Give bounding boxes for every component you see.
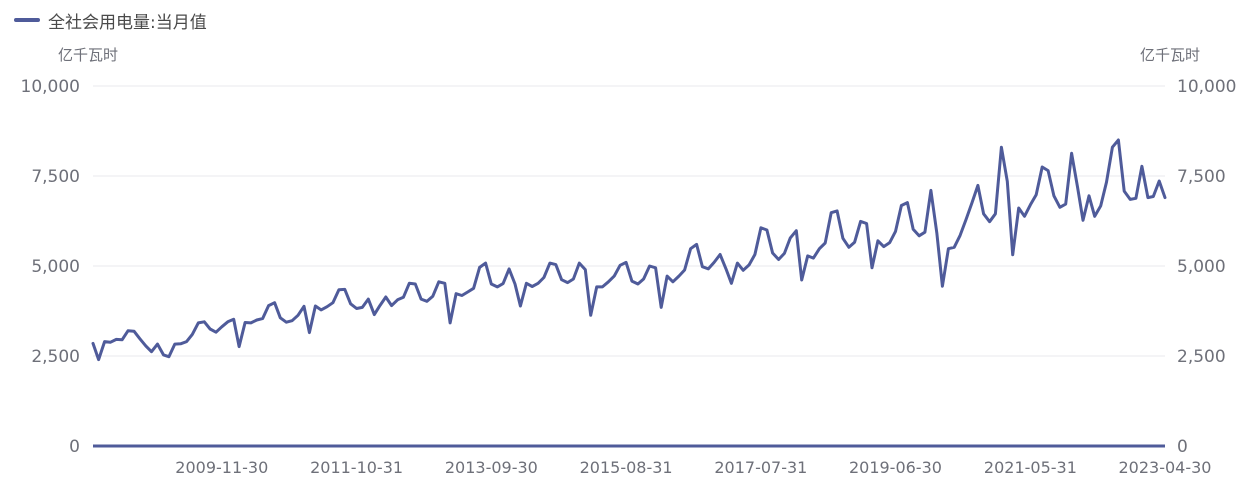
grid-lines bbox=[93, 85, 1165, 357]
x-tick-label: 2019-06-30 bbox=[849, 458, 942, 477]
y-tick-label-left: 10,000 bbox=[21, 77, 80, 97]
legend-swatch bbox=[14, 18, 40, 22]
x-tick-label: 2009-11-30 bbox=[175, 458, 268, 477]
y-unit-right: 亿千瓦时 bbox=[1140, 46, 1200, 64]
y-tick-label-left: 0 bbox=[69, 437, 80, 457]
legend-label: 全社会用电量:当月值 bbox=[48, 12, 207, 33]
legend[interactable]: 全社会用电量:当月值 bbox=[14, 8, 207, 33]
x-tick-label: 2017-07-31 bbox=[714, 458, 807, 477]
y-unit-left: 亿千瓦时 bbox=[58, 46, 118, 64]
x-tick-label: 2023-04-30 bbox=[1119, 458, 1212, 477]
x-axis: 2009-11-30 2011-10-31 2013-09-30 2015-08-31… bbox=[175, 458, 1211, 477]
y-tick-label-right: 5,000 bbox=[1177, 257, 1226, 277]
y-tick-label-right: 2,500 bbox=[1177, 347, 1226, 367]
y-tick-label-right: 10,000 bbox=[1177, 77, 1236, 97]
y-tick-label-right: 0 bbox=[1177, 437, 1188, 457]
y-tick-label-left: 5,000 bbox=[31, 257, 80, 277]
x-tick-label: 2011-10-31 bbox=[310, 458, 403, 477]
series-line-electricity bbox=[91, 138, 1167, 362]
x-tick-label: 2013-09-30 bbox=[445, 458, 538, 477]
x-tick-label: 2015-08-31 bbox=[580, 458, 673, 477]
y-tick-label-left: 2,500 bbox=[31, 347, 80, 367]
y-axis-right: 0 2,500 5,000 7,500 10,000 bbox=[1177, 77, 1236, 457]
y-tick-label-left: 7,500 bbox=[31, 167, 80, 187]
x-tick-label: 2021-05-31 bbox=[984, 458, 1077, 477]
y-tick-label-right: 7,500 bbox=[1177, 167, 1226, 187]
y-axis-left: 0 2,500 5,000 7,500 10,000 bbox=[21, 77, 80, 457]
